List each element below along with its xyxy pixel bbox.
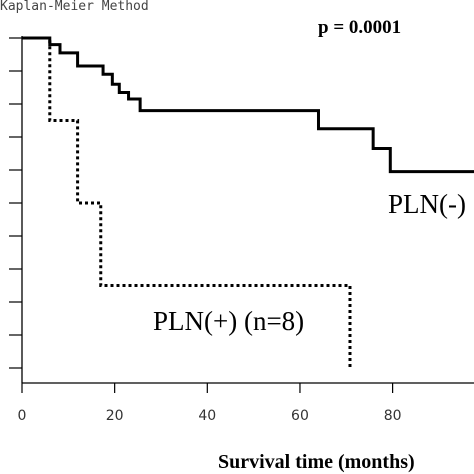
x-tick-label: 0 xyxy=(18,408,27,424)
curve-label: PLN(-) xyxy=(388,189,466,219)
survival-curve xyxy=(22,36,352,368)
chart-title: Kaplan-Meier Method xyxy=(0,0,149,14)
x-tick-label: 80 xyxy=(384,408,402,424)
p-value: p = 0.0001 xyxy=(318,17,401,38)
curve-label: PLN(+) (n=8) xyxy=(153,306,304,336)
survival-curve xyxy=(22,36,474,174)
x-tick-label: 20 xyxy=(106,408,124,424)
x-tick-label: 60 xyxy=(291,408,309,424)
x-axis-label: Survival time (months) xyxy=(218,451,415,473)
x-tick-label: 40 xyxy=(198,408,216,424)
